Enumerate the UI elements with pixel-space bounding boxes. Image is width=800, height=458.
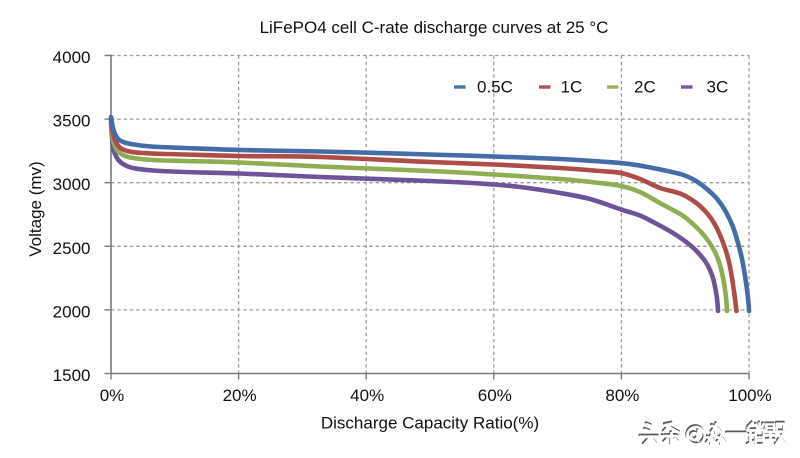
svg-text:3C: 3C — [707, 78, 729, 97]
svg-text:4000: 4000 — [53, 48, 91, 67]
svg-text:2C: 2C — [634, 78, 656, 97]
svg-text:3500: 3500 — [53, 112, 91, 131]
svg-text:100%: 100% — [728, 386, 771, 405]
svg-text:3000: 3000 — [53, 175, 91, 194]
svg-text:40%: 40% — [350, 386, 384, 405]
svg-text:20%: 20% — [223, 386, 257, 405]
svg-text:2500: 2500 — [53, 239, 91, 258]
svg-text:0.5C: 0.5C — [477, 78, 513, 97]
svg-text:1500: 1500 — [53, 366, 91, 385]
svg-text:80%: 80% — [605, 386, 639, 405]
svg-text:Discharge Capacity Ratio(%): Discharge Capacity Ratio(%) — [321, 414, 539, 433]
svg-text:2000: 2000 — [53, 302, 91, 321]
svg-text:1C: 1C — [561, 78, 583, 97]
svg-text:LiFePO4 cell C-rate discharge: LiFePO4 cell C-rate discharge curves at … — [260, 18, 609, 37]
svg-text:Voltage (mv): Voltage (mv) — [26, 161, 45, 256]
svg-text:0%: 0% — [100, 386, 125, 405]
svg-text:60%: 60% — [478, 386, 512, 405]
